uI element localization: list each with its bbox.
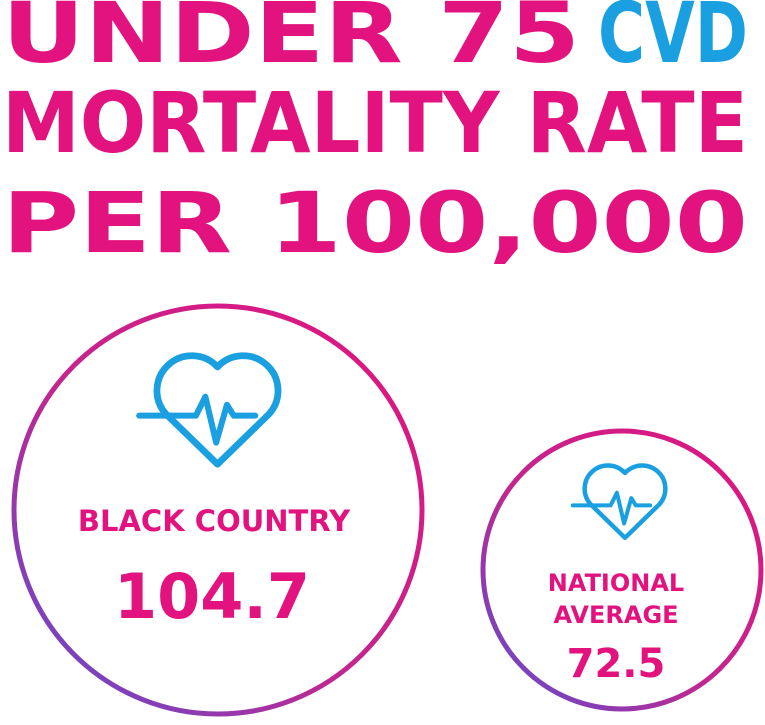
circle <box>480 428 764 712</box>
heart-icon <box>139 356 278 464</box>
title-highlight: CVD <box>598 0 748 82</box>
title-line: UNDER 75 <box>2 0 580 82</box>
heart-icon <box>573 466 666 538</box>
title-line: PER 100,000 <box>2 174 748 272</box>
item-label: NATIONAL <box>548 569 684 597</box>
title-line: MORTALITY RATE <box>2 74 748 172</box>
item-label: BLACK COUNTRY <box>78 504 351 538</box>
item-value: 72.5 <box>567 641 666 687</box>
item-label: AVERAGE <box>553 601 678 629</box>
circle <box>11 303 425 717</box>
item-value: 104.7 <box>114 560 310 633</box>
